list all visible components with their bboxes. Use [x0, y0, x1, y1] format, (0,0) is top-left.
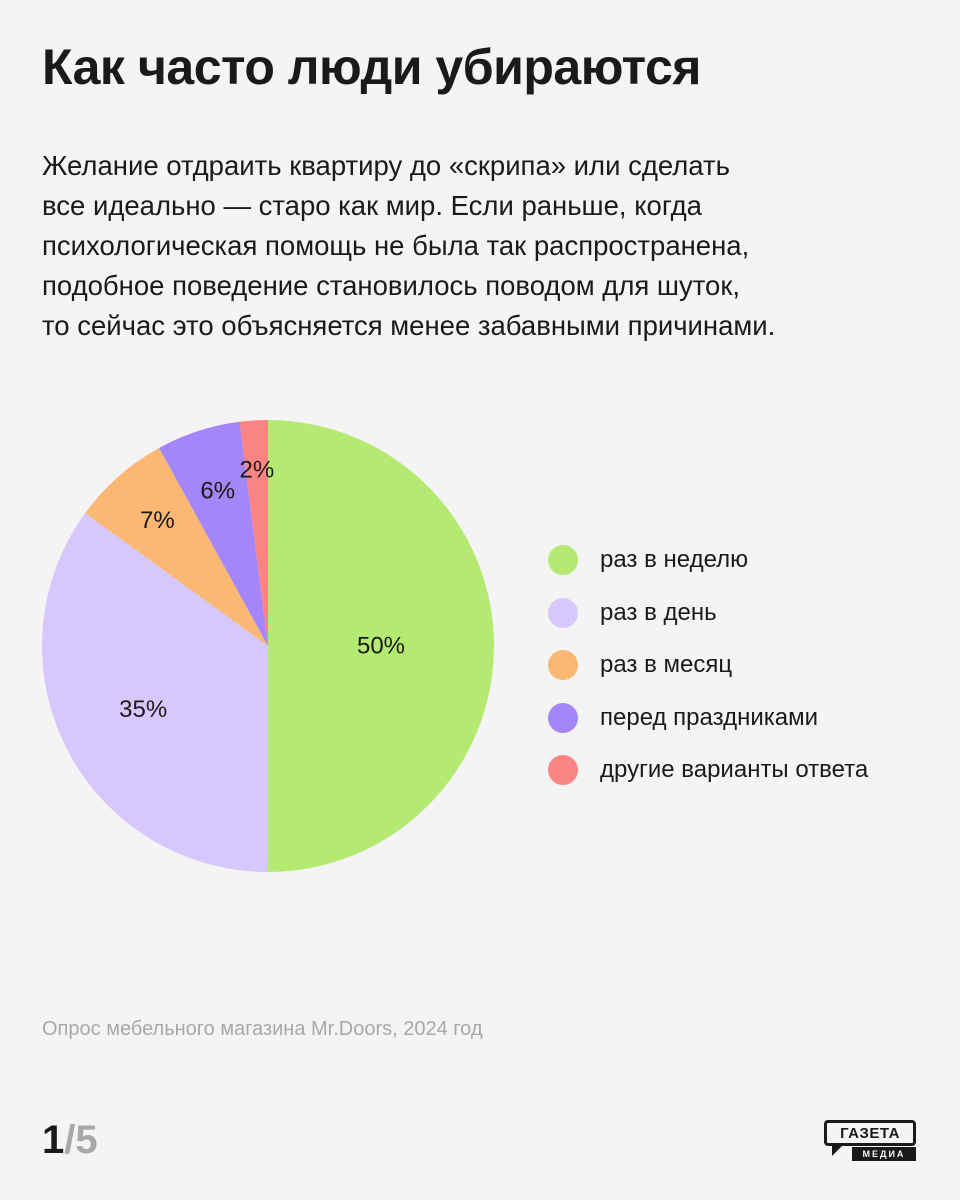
lead-line: то сейчас это объясняется менее забавным…	[42, 310, 776, 341]
lead-line: все идеально — старо как мир. Если раньш…	[42, 190, 702, 221]
legend-label: другие варианты ответа	[600, 756, 869, 783]
legend-swatch	[548, 755, 578, 785]
lead-line: психологическая помощь не была так распр…	[42, 230, 750, 261]
pie-slice-label: 50%	[357, 633, 405, 660]
legend-item: раз в неделю	[548, 545, 868, 575]
page-total: 5	[75, 1118, 98, 1162]
pie-slice-label: 2%	[240, 457, 275, 484]
pie-slice	[41, 513, 268, 872]
legend-item: другие варианты ответа	[548, 755, 868, 785]
lead-line: подобное поведение становилось поводом д…	[42, 270, 740, 301]
page-title: Как часто люди убираются	[42, 39, 701, 95]
legend-swatch	[548, 597, 578, 628]
source-note: Опрос мебельного магазина Mr.Doors, 2024…	[42, 1018, 483, 1040]
pie-slice	[85, 447, 268, 646]
page-separator: /	[64, 1118, 76, 1162]
logo-subtitle: МЕДИА	[852, 1147, 916, 1161]
legend-label: раз в месяц	[600, 651, 733, 678]
legend-item: раз в месяц	[548, 650, 868, 680]
pie-chart: 50% 35% 7% 6%2%	[41, 420, 494, 872]
lead-line: Желание отдраить квартиру до «скрипа» ил…	[42, 150, 730, 181]
pie-slice-label: 6%	[200, 478, 235, 505]
legend-item: перед праздниками	[548, 702, 868, 733]
gazeta-media-logo: ГАЗЕТА МЕДИА	[824, 1120, 916, 1164]
pie-slice-label: 7%	[140, 507, 175, 534]
legend-swatch	[548, 650, 578, 680]
page-current: 1	[42, 1118, 65, 1162]
legend-label: раз в неделю	[600, 546, 749, 573]
logo-wordmark: ГАЗЕТА	[824, 1120, 916, 1146]
logo-speech-tail	[832, 1146, 842, 1156]
lead-paragraph: Желание отдраить квартиру до «скрипа» ил…	[42, 146, 862, 346]
legend-label: раз в день	[600, 598, 717, 626]
legend-item: раз в день	[548, 597, 868, 628]
pie-slice	[268, 420, 494, 872]
chart-legend: раз в неделю раз в день раз в месяц пере…	[548, 545, 868, 808]
pie-slice	[239, 420, 268, 646]
pie-slice	[159, 421, 268, 646]
legend-label: перед праздниками	[600, 703, 819, 731]
legend-swatch	[548, 702, 578, 733]
page-indicator: 1/5	[42, 1118, 98, 1162]
legend-swatch	[548, 545, 578, 575]
pie-slice-label: 35%	[119, 696, 167, 723]
